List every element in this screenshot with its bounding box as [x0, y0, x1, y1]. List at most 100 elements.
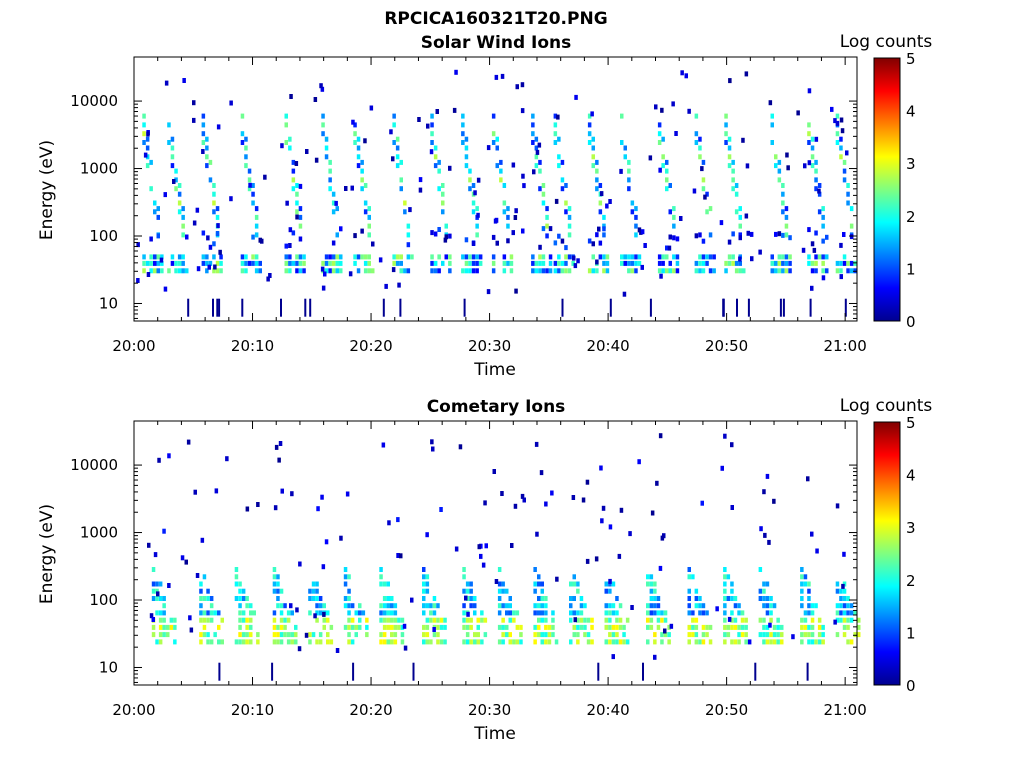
heatmap-cell: [201, 113, 206, 119]
heatmap-cell: [395, 136, 400, 142]
heatmap-cell: [371, 268, 375, 274]
heatmap-cell: [537, 142, 542, 148]
heatmap-cell: [839, 136, 843, 142]
heatmap-cell: [308, 639, 312, 645]
heatmap-cell: [628, 531, 632, 537]
heatmap-cell: [360, 228, 364, 234]
heatmap-cell: [538, 268, 542, 274]
heatmap-cell: [263, 174, 267, 180]
heatmap-cell: [448, 260, 452, 266]
x-tick-label: 20:10: [231, 701, 274, 719]
heatmap-cell: [730, 442, 734, 448]
heatmap-cell: [762, 632, 766, 638]
heatmap-cell: [195, 573, 200, 578]
heatmap-cell: [379, 617, 383, 623]
heatmap-cell: [295, 200, 299, 206]
heatmap-cell: [687, 574, 691, 580]
heatmap-cell: [399, 159, 403, 165]
heatmap-cell: [295, 191, 299, 197]
heatmap-cell: [770, 122, 774, 128]
heatmap-cell: [780, 632, 784, 638]
heatmap-cell: [205, 163, 209, 169]
heatmap-cell: [158, 596, 163, 601]
heatmap-cell: [608, 617, 612, 623]
heatmap-cell: [627, 177, 631, 183]
heatmap-cell: [360, 177, 364, 183]
heatmap-cell: [842, 632, 847, 638]
y-tick-label: 10000: [70, 92, 118, 110]
heatmap-cell: [737, 632, 741, 638]
heatmap-cell: [483, 500, 487, 506]
heatmap-cell: [426, 123, 430, 129]
heatmap-cell: [443, 624, 447, 630]
heatmap-cell: [476, 639, 480, 645]
heatmap-cell: [209, 639, 214, 645]
heatmap-cell: [283, 624, 287, 630]
heatmap-cell: [360, 159, 364, 165]
heatmap-cell: [618, 639, 623, 645]
heatmap-cell: [556, 114, 560, 120]
heatmap-cell: [354, 624, 358, 630]
heatmap-cell: [776, 617, 780, 623]
heatmap-cell: [698, 136, 702, 142]
heatmap-cell: [353, 233, 357, 239]
heatmap-cell: [538, 254, 542, 260]
heatmap-cell: [382, 617, 387, 623]
heatmap-cell: [724, 260, 728, 266]
heatmap-cell: [660, 535, 665, 541]
heatmap-cell: [143, 152, 148, 158]
heatmap-cell: [723, 596, 727, 601]
heatmap-cell: [649, 603, 654, 609]
heatmap-cell: [174, 168, 178, 174]
heatmap-cell: [399, 177, 403, 183]
heatmap-cell: [653, 632, 657, 638]
heatmap-cell: [591, 241, 595, 247]
heatmap-cell: [272, 581, 277, 587]
heatmap-cell: [318, 603, 323, 609]
heatmap-cell: [849, 639, 854, 645]
x-tick-label: 20:00: [112, 701, 155, 719]
heatmap-cell: [247, 260, 252, 266]
heatmap-cell: [240, 113, 245, 119]
heatmap-cell: [564, 254, 568, 260]
heatmap-cell: [765, 624, 770, 630]
heatmap-cell: [777, 177, 782, 183]
heatmap-cell: [166, 632, 170, 638]
heatmap-cell: [781, 200, 785, 206]
heatmap-cell: [213, 610, 217, 616]
heatmap-cell: [698, 603, 702, 609]
heatmap-cell: [208, 177, 213, 183]
heatmap-cell: [291, 168, 296, 174]
heatmap-cell: [443, 237, 448, 243]
heatmap-cell: [406, 242, 411, 248]
heatmap-cell: [649, 581, 654, 587]
heatmap-cell: [680, 70, 684, 76]
heatmap-cell: [605, 254, 610, 260]
heatmap-cell: [146, 272, 151, 277]
heatmap-cell: [390, 603, 394, 609]
heatmap-cell: [437, 159, 441, 165]
heatmap-cell: [136, 278, 140, 283]
heatmap-cell: [201, 254, 206, 260]
colorbar-tick-label: 2: [906, 572, 916, 590]
heatmap-cell: [533, 610, 537, 616]
heatmap-cell: [422, 610, 426, 616]
heatmap-cell: [744, 71, 749, 77]
heatmap-cell: [278, 441, 283, 446]
heatmap-cell: [506, 260, 510, 266]
heatmap-cell: [437, 168, 441, 174]
heatmap-cell: [429, 639, 433, 645]
heatmap-cell: [698, 154, 702, 160]
heatmap-cell: [363, 183, 368, 188]
heatmap-cell: [821, 268, 825, 274]
heatmap-cell: [646, 603, 650, 609]
heatmap-cell: [379, 574, 383, 580]
heatmap-cell: [608, 639, 612, 645]
heatmap-cell: [177, 260, 182, 266]
heatmap-cell: [216, 223, 220, 229]
heatmap-cell: [213, 264, 217, 270]
heatmap-cell: [331, 254, 336, 260]
colorbar: [873, 421, 901, 686]
heatmap-cell: [692, 188, 697, 194]
heatmap-cell: [531, 254, 535, 260]
